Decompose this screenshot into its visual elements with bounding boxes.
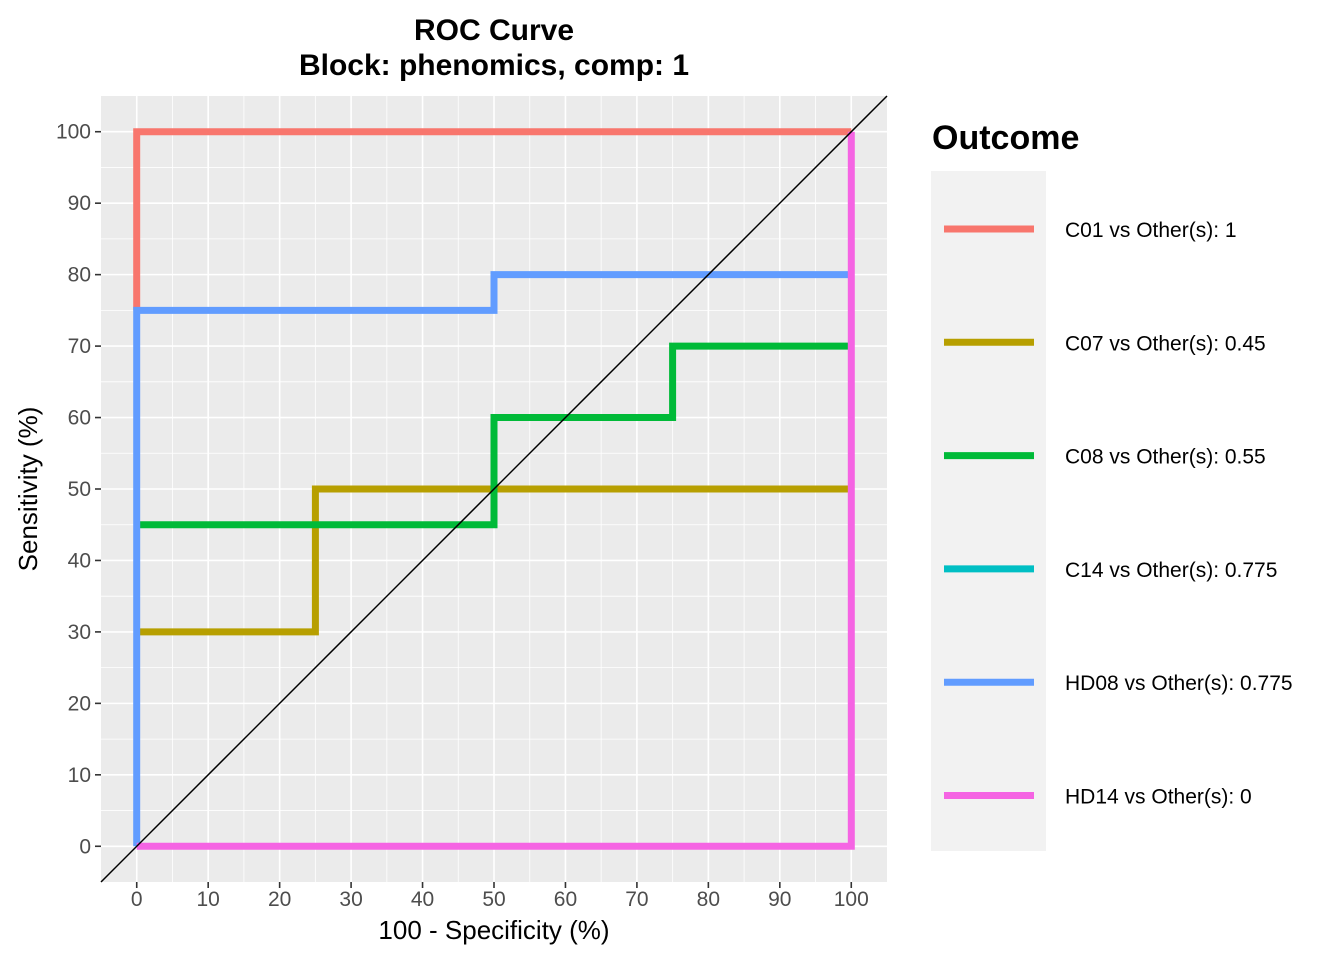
legend-label-3: C08 vs Other(s): 0.55 [1065, 446, 1266, 469]
y-tick-label: 100 [56, 121, 91, 144]
x-tick-label: 50 [482, 888, 505, 911]
series-line-3 [136, 342, 852, 529]
series-layer [133, 128, 855, 850]
chart-title: ROC Curve [414, 14, 574, 47]
chart-subtitle: Block: phenomics, comp: 1 [299, 49, 689, 82]
x-tick-label: 20 [268, 888, 291, 911]
x-tick-label: 0 [131, 888, 143, 911]
legend: Outcome C01 vs Other(s): 1 C07 vs Other(s… [931, 119, 1293, 851]
series-line-6 [136, 131, 855, 850]
legend-label-2: C07 vs Other(s): 0.45 [1065, 332, 1266, 355]
x-tick-label: 60 [554, 888, 577, 911]
x-axis-title: 100 - Specificity (%) [378, 915, 609, 945]
y-axis-title: Sensitivity (%) [13, 407, 43, 572]
y-tick-label: 10 [68, 764, 91, 787]
y-axis-ticks: 0 10 20 30 40 50 60 70 80 90 100 [56, 121, 101, 858]
x-tick-label: 100 [834, 888, 869, 911]
x-tick-label: 90 [768, 888, 791, 911]
series-line-5 [133, 271, 852, 847]
y-tick-label: 60 [68, 407, 91, 430]
legend-label-4: C14 vs Other(s): 0.775 [1065, 559, 1277, 582]
legend-label-1: C01 vs Other(s): 1 [1065, 219, 1237, 242]
y-tick-label: 90 [68, 192, 91, 215]
y-tick-label: 80 [68, 264, 91, 287]
x-tick-label: 40 [411, 888, 434, 911]
legend-label-6: HD14 vs Other(s): 0 [1065, 786, 1252, 809]
legend-items: C01 vs Other(s): 1 C07 vs Other(s): 0.45 C… [944, 219, 1293, 809]
x-tick-label: 80 [697, 888, 720, 911]
y-tick-label: 40 [68, 549, 91, 572]
series-line-2 [136, 485, 852, 636]
y-tick-label: 70 [68, 335, 91, 358]
reference-diagonal-line [100, 95, 888, 883]
y-tick-label: 20 [68, 692, 91, 715]
reference-layer [100, 95, 888, 883]
y-tick-label: 0 [79, 835, 91, 858]
y-tick-label: 30 [68, 621, 91, 644]
x-axis-ticks: 0 10 20 30 40 50 60 70 80 90 100 [131, 882, 869, 911]
y-tick-label: 50 [68, 478, 91, 501]
x-tick-label: 10 [197, 888, 220, 911]
x-tick-label: 70 [625, 888, 648, 911]
x-tick-label: 30 [339, 888, 362, 911]
legend-key-background [931, 171, 1046, 851]
series-line-1 [133, 128, 852, 311]
legend-label-5: HD08 vs Other(s): 0.775 [1065, 672, 1293, 695]
legend-title: Outcome [932, 119, 1079, 157]
